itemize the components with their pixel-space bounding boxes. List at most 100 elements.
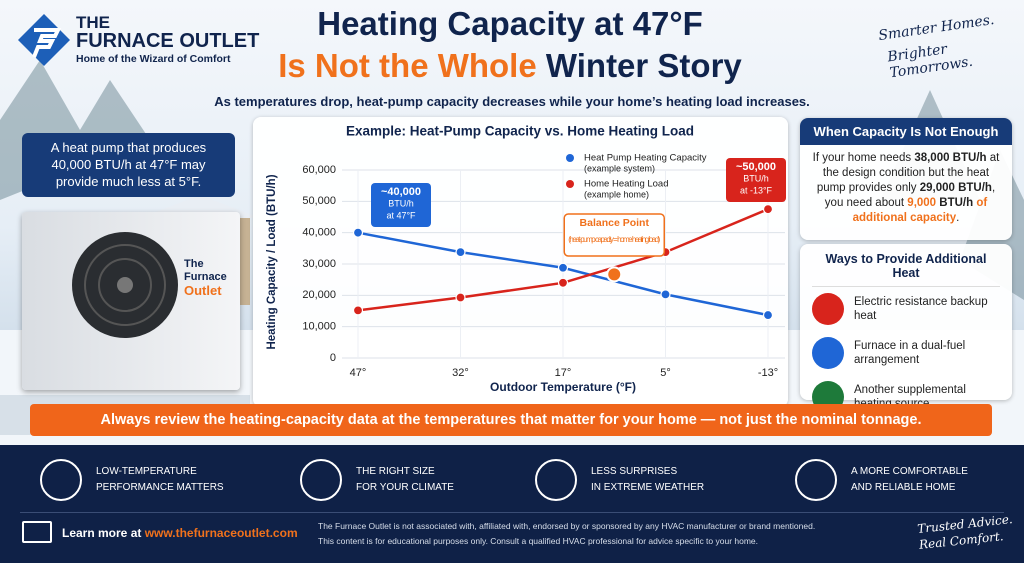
feature-text: THE RIGHT SIZE [356,466,435,477]
x-tick-label: 5° [660,367,671,379]
legend-swatch [566,180,574,188]
bottom-band [0,445,1024,563]
disclaimer-line: The Furnace Outlet is not associated wit… [318,521,816,531]
text-run: 9,000 [907,197,937,209]
way-icon [812,337,844,369]
point [557,277,569,288]
banner: Always review the heating-capacity data … [30,404,992,436]
title-rest: Winter Story [536,47,742,84]
feature: THE RIGHT SIZE FOR YOUR CLIMATE [300,458,454,502]
url[interactable]: www.thefurnaceoutlet.com [144,526,298,540]
feature-text: LOW-TEMPERATURE [96,466,197,477]
heat-pump-unit: The Furnace Outlet [22,212,240,390]
point [455,292,466,303]
learn-more: Learn more at www.thefurnaceoutlet.com [62,526,298,540]
feature-text: PERFORMANCE MATTERS [96,482,224,493]
point [660,289,671,300]
x-tick-label: 47° [350,367,367,379]
capacity-text: If your home needs 38,000 BTU/h at the d… [800,145,1012,232]
callout-text: BTU/h [388,198,414,208]
balance-box [563,213,665,257]
text-run: 38,000 BTU/h [914,152,987,164]
balance-note: (heat-pump capacity = home heating load) [568,235,660,244]
disclaimer: The Furnace Outlet is not associated wit… [318,519,815,549]
way-text: Furnace in a dual-fuel arrangement [854,340,966,366]
feature: LESS SURPRISES IN EXTREME WEATHER [535,458,704,502]
y-tick-label: 40,000 [302,227,336,239]
feature: A MORE COMFORTABLE AND RELIABLE HOME [795,458,968,502]
y-tick-label: 20,000 [302,289,336,301]
text-run: BTU/h [936,197,977,209]
callout-text: BTU/h [743,173,769,183]
point [762,204,774,215]
way-item: Electric resistance backup heat [812,287,1000,331]
point [352,305,364,316]
unit-label: The Furnace Outlet [184,258,227,297]
y-tick-label: 0 [330,352,336,364]
balance-point [606,266,623,283]
way-icon [812,293,844,325]
text-run: , you need about [824,182,996,209]
logo-tagline: Home of the Wizard of Comfort [76,53,231,65]
feature: LOW-TEMPERATURE PERFORMANCE MATTERS [40,458,224,502]
unit-label-line: Furnace [184,271,227,283]
x-tick-label: 32° [452,367,469,379]
point [762,309,774,321]
y-tick-label: 60,000 [302,164,336,176]
feature-text: AND RELIABLE HOME [851,482,956,493]
callout-text: ~50,000 [736,161,776,173]
text-run: of additional capacity [852,197,988,224]
point [557,262,569,273]
y-tick-label: 10,000 [302,321,336,333]
text-run: . [956,212,960,224]
title-line1: Heating Capacity at 47°F [317,5,703,42]
callout-text: ~40,000 [381,186,421,198]
point [455,246,466,258]
callout-text: at -13°F [740,185,773,195]
logo-line2: FURNACE OUTLET [76,30,260,52]
feature-text: LESS SURPRISES [591,466,678,477]
x-tick-label: 17° [555,367,572,379]
feature-text: A MORE COMFORTABLE [851,466,968,477]
subtitle: As temperatures drop, heat-pump capacity… [214,94,810,109]
feature-icon [795,459,837,501]
feature-text: FOR YOUR CLIMATE [356,482,454,493]
y-axis-label: Heating Capacity / Load (BTU/h) [266,174,278,349]
feature-icon [300,459,342,501]
x-tick-label: -13° [758,367,778,379]
text-run: 29,000 BTU/h [919,182,992,194]
unit-label-line: Outlet [184,283,222,298]
x-axis-label: Outdoor Temperature (°F) [490,380,636,394]
way-item: Furnace in a dual-fuel arrangement [812,331,1000,375]
ways-title: Ways to Provide Additional Heat [812,244,1000,287]
left-callout: A heat pump that produces 40,000 BTU/h a… [22,133,235,197]
text-run: at the design condition but the heat pum… [816,152,1000,194]
balance-note-text: (heat-pump capacity = home heating load) [568,235,660,244]
disclaimer-line: This content is for educational purposes… [318,536,759,546]
capacity-panel: When Capacity Is Not Enough If your home… [800,118,1012,240]
feature-icon [40,459,82,501]
book-icon [22,521,52,543]
logo-icon [18,14,70,66]
callout-box [371,183,431,227]
legend-note: (example system) [584,163,655,173]
y-tick-label: 30,000 [302,258,336,270]
y-tick-label: 50,000 [302,195,336,207]
legend-note: (example home) [584,189,649,199]
ways-panel: Ways to Provide Additional Heat Electric… [800,244,1012,413]
unit-label-line: The [184,258,204,270]
capacity-title: When Capacity Is Not Enough [800,118,1012,145]
title-highlight: Is Not the Whole [278,47,537,84]
legend-swatch [566,154,574,162]
logo-line1: THE [76,13,110,32]
point [352,227,364,238]
balance-title: Balance Point [580,217,650,229]
chart-title: Example: Heat-Pump Capacity vs. Home Hea… [346,124,694,139]
text-run: If your home needs [812,152,915,164]
way-text: Electric resistance backup heat [854,296,988,322]
feature-text: IN EXTREME WEATHER [591,482,705,493]
legend-label: Home Heating Load [584,179,669,190]
fan-grille [72,232,178,338]
